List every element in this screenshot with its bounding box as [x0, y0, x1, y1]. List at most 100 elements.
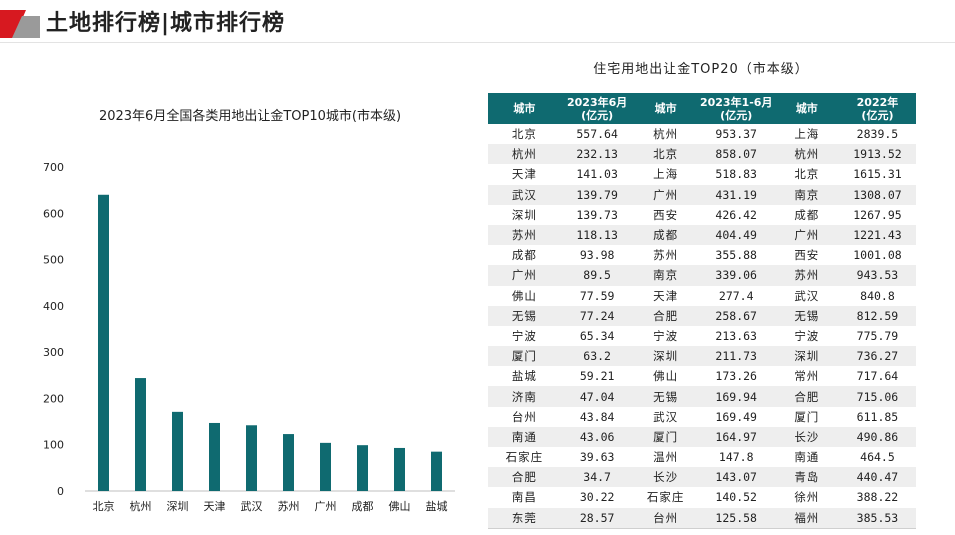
bars-group: [98, 194, 442, 491]
y-axis: 0 100 200 300 400 500 600 700: [43, 161, 64, 498]
y-tick-label: 300: [43, 346, 64, 359]
x-tick-label: 杭州: [130, 499, 152, 513]
brand-logo: [0, 10, 40, 38]
table-row: 厦门 63.2 深圳 211.73 深圳 736.27: [488, 346, 916, 367]
y-tick-label: 600: [43, 207, 64, 220]
table-row: 成都 93.98 苏州 355.88 西安 1001.08: [488, 245, 916, 265]
table-cell-value: 2839.5: [856, 127, 899, 142]
logo-gray-shape: [12, 16, 40, 38]
table-cell-value: 388.22: [856, 490, 899, 505]
table-row: 天津 141.03 上海 518.83 北京 1615.31: [488, 164, 916, 184]
table-cell-city: 常州: [794, 369, 820, 384]
y-tick-label: 200: [43, 392, 64, 405]
table-cell-city: 南通: [794, 450, 820, 465]
bar-2: [172, 411, 183, 491]
table-cell-city: 石家庄: [646, 490, 685, 505]
table-row: 南昌 30.22 石家庄 140.52 徐州 388.22: [488, 487, 916, 507]
table-cell-city: 徐州: [794, 490, 820, 505]
table-cell-value: 611.85: [856, 409, 899, 424]
table-cell-city: 长沙: [774, 426, 839, 447]
table-row: 南通 43.06 厦门 164.97 长沙 490.86: [488, 426, 916, 447]
table-cell-city: 无锡: [774, 305, 839, 326]
x-tick-label: 佛山: [389, 500, 411, 513]
table-cell-value: 232.13: [560, 144, 634, 165]
y-tick-label: 100: [43, 439, 64, 452]
table-cell-value: 118.13: [560, 224, 634, 246]
table-row: 济南 47.04 无锡 169.94 合肥 715.06: [488, 386, 916, 407]
table-cell-city: 天津: [511, 167, 537, 182]
bar-5: [283, 434, 294, 491]
y-tick-label: 700: [43, 161, 64, 174]
x-tick-label: 广州: [315, 500, 337, 513]
table-row: 杭州 232.13 北京 858.07 杭州 1913.52: [488, 144, 916, 165]
table-cell-city: 东莞: [488, 507, 561, 529]
table-row: 无锡 77.24 合肥 258.67 无锡 812.59: [488, 305, 916, 326]
table-cell-value: 490.86: [838, 426, 916, 447]
bar-3: [209, 422, 220, 491]
table-cell-city: 无锡: [488, 305, 561, 326]
table-header-row: 城市 2023年6月 (亿元) 城市 2023年1-6月 (亿元) 城市 2022年…: [488, 93, 916, 124]
table-row: 苏州 118.13 成都 404.49 广州 1221.43: [488, 224, 916, 246]
table-cell-city: 深圳: [511, 207, 537, 222]
table-row: 合肥 34.7 长沙 143.07 青岛 440.47: [488, 467, 916, 488]
table-cell-city: 杭州: [774, 144, 839, 165]
table-cell-city: 石家庄: [505, 450, 544, 465]
table-row: 东莞 28.57 台州 125.58 福州 385.53: [488, 507, 916, 529]
table-cell-value: 63.2: [560, 346, 634, 367]
header-2023-jan-jun: 2023年1-6月 (亿元): [697, 93, 775, 124]
table-cell-value: 404.49: [697, 224, 775, 246]
table-cell-value: 557.64: [576, 127, 618, 142]
table-cell-city: 台州: [633, 507, 698, 529]
table-cell-value: 39.63: [579, 450, 615, 465]
table-cell-value: 43.06: [560, 426, 634, 447]
table-cell-value: 426.42: [715, 207, 757, 222]
table-cell-city: 福州: [774, 507, 839, 529]
header-city-1: 城市: [488, 93, 561, 124]
logo-red-shape: [0, 10, 26, 38]
table-cell-city: 南通: [488, 426, 561, 447]
table-cell-city: 北京: [511, 127, 537, 142]
table-cell-value: 953.37: [715, 127, 757, 142]
table-cell-value: 812.59: [838, 305, 916, 326]
table-cell-city: 宁波: [653, 328, 679, 343]
table-cell-city: 杭州: [488, 144, 561, 165]
table-cell-value: 140.52: [715, 490, 757, 505]
bar-7: [357, 445, 368, 491]
table-cell-city: 广州: [774, 224, 839, 246]
table-cell-value: 858.07: [697, 144, 775, 165]
table-cell-value: 385.53: [838, 507, 916, 529]
chart-title: 2023年6月全国各类用地出让金TOP10城市(市本级): [99, 108, 401, 124]
bar-6: [320, 442, 331, 491]
table-cell-value: 147.8: [718, 450, 754, 465]
table-cell-city: 台州: [511, 409, 537, 424]
bar-8: [394, 447, 405, 491]
table-cell-value: 164.97: [697, 426, 775, 447]
header-city-3: 城市: [774, 93, 839, 124]
table-cell-value: 431.19: [697, 184, 775, 205]
table-row: 深圳 139.73 西安 426.42 成都 1267.95: [488, 205, 916, 225]
table-cell-city: 合肥: [633, 305, 698, 326]
table-cell-value: 34.7: [560, 467, 634, 488]
table-cell-city: 佛山: [653, 369, 679, 384]
table-cell-city: 温州: [653, 450, 679, 465]
table-cell-value: 840.8: [860, 288, 895, 303]
table-cell-city: 深圳: [633, 346, 698, 367]
x-tick-label: 苏州: [278, 500, 300, 513]
table-cell-city: 成都: [633, 224, 698, 246]
table-cell-value: 1913.52: [838, 144, 916, 165]
table-cell-city: 苏州: [653, 248, 679, 263]
y-tick-label: 0: [57, 485, 64, 498]
table-cell-city: 厦门: [488, 346, 561, 367]
page-title: 土地排行榜|城市排行榜: [46, 11, 286, 36]
table-cell-value: 139.79: [560, 184, 634, 205]
table-cell-value: 736.27: [838, 346, 916, 367]
bar-4: [246, 425, 257, 491]
table-cell-value: 1308.07: [838, 184, 916, 205]
table-cell-value: 143.07: [697, 467, 775, 488]
table-cell-value: 211.73: [697, 346, 775, 367]
table-cell-value: 355.88: [715, 248, 757, 263]
table-cell-value: 28.57: [560, 507, 634, 529]
table-cell-value: 89.5: [560, 265, 634, 286]
table-cell-city: 佛山: [511, 288, 537, 303]
title-divider: [0, 42, 955, 43]
